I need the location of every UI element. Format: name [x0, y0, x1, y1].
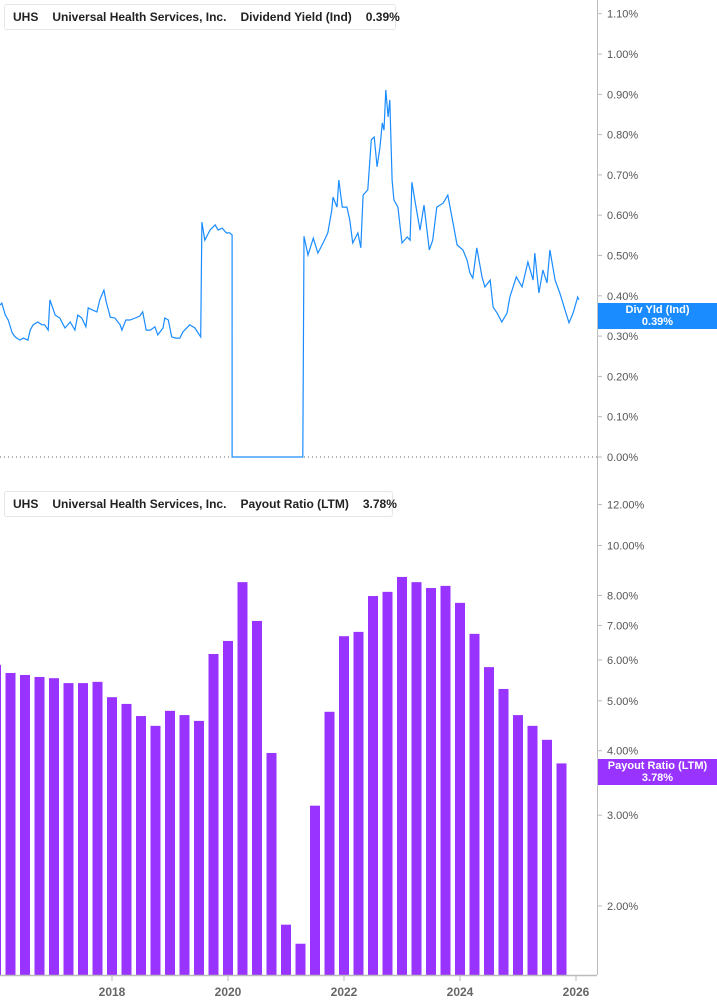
- bottom-legend: UHS Universal Health Services, Inc. Payo…: [4, 491, 397, 517]
- payout-ratio-bar: [484, 667, 494, 975]
- payout-ratio-bar: [237, 582, 248, 975]
- y-tick-label: 0.20%: [607, 371, 638, 383]
- payout-ratio-bar: [426, 588, 436, 975]
- y-tick-label: 1.10%: [607, 9, 638, 21]
- payout-ratio-bar: [107, 697, 117, 975]
- payout-ratio-bar: [513, 715, 523, 975]
- badge-label: Div Yld (Ind): [625, 304, 690, 316]
- x-tick-label: 2022: [331, 985, 358, 999]
- badge-value: 0.39%: [641, 316, 674, 328]
- y-tick-label: 8.00%: [607, 590, 638, 602]
- x-tick-label: 2026: [563, 985, 590, 999]
- payout-ratio-bar: [252, 620, 262, 975]
- dividend-yield-value-badge: Div Yld (Ind) 0.39%: [598, 303, 717, 329]
- top-y-axis-ticks: 1.10% 1.00% 0.90% 0.80% 0.70% 0.60% 0.50% 0.40%…: [597, 9, 638, 464]
- x-axis-ticks: 2018 2020 2022 2024 2026: [99, 975, 590, 999]
- payout-ratio-bar: [295, 943, 306, 975]
- top-legend: UHS Universal Health Services, Inc. Divi…: [4, 4, 400, 30]
- payout-ratio-bars: [0, 576, 567, 975]
- legend-company: Universal Health Services, Inc.: [52, 497, 227, 511]
- payout-ratio-bar: [194, 720, 204, 975]
- payout-ratio-bar: [20, 674, 30, 975]
- payout-ratio-bar: [0, 664, 1, 975]
- payout-ratio-bar: [266, 752, 277, 975]
- payout-ratio-value-badge: Payout Ratio (LTM) 3.78%: [598, 759, 717, 785]
- payout-ratio-bar: [208, 654, 219, 975]
- y-tick-label: 0.80%: [607, 130, 638, 142]
- y-tick-label: 1.00%: [607, 49, 638, 61]
- payout-ratio-bar: [121, 703, 132, 975]
- y-tick-label: 0.40%: [607, 291, 638, 303]
- payout-ratio-bar: [281, 924, 291, 975]
- y-tick-label: 6.00%: [607, 655, 638, 667]
- payout-ratio-bar: [150, 725, 161, 975]
- legend-company: Universal Health Services, Inc.: [52, 10, 227, 24]
- dividend-yield-line: [0, 89, 580, 458]
- y-tick-label: 0.60%: [607, 210, 638, 222]
- y-tick-label: 12.00%: [607, 500, 645, 512]
- payout-ratio-bar: [455, 602, 465, 975]
- y-tick-label: 7.00%: [607, 620, 638, 632]
- y-tick-label: 0.50%: [607, 251, 638, 263]
- y-tick-label: 2.00%: [607, 901, 638, 913]
- payout-ratio-bar: [310, 805, 320, 975]
- legend-metric: Dividend Yield (Ind): [240, 10, 352, 24]
- legend-value: 3.78%: [362, 497, 397, 511]
- y-tick-label: 4.00%: [607, 746, 638, 758]
- payout-ratio-bar: [63, 683, 74, 975]
- payout-ratio-bar: [382, 591, 393, 975]
- y-tick-label: 5.00%: [607, 696, 638, 708]
- payout-ratio-bar: [411, 582, 422, 975]
- payout-ratio-bar: [469, 633, 480, 975]
- payout-ratio-bar: [368, 596, 378, 975]
- y-tick-label: 0.10%: [607, 412, 638, 424]
- payout-ratio-bar: [397, 576, 407, 975]
- legend-ticker: UHS: [13, 10, 39, 24]
- y-tick-label: 0.70%: [607, 170, 638, 182]
- payout-ratio-bar: [78, 683, 88, 975]
- y-tick-label: 0.90%: [607, 89, 638, 101]
- payout-ratio-bar: [179, 715, 190, 975]
- payout-ratio-bar: [353, 631, 364, 975]
- payout-ratio-bar: [165, 710, 175, 975]
- payout-ratio-bar: [440, 585, 451, 975]
- x-tick-label: 2020: [215, 985, 242, 999]
- payout-ratio-bar: [556, 763, 567, 975]
- payout-ratio-bar: [34, 676, 45, 975]
- badge-value: 3.78%: [641, 772, 674, 784]
- x-tick-label: 2018: [99, 985, 126, 999]
- legend-ticker: UHS: [13, 497, 39, 511]
- payout-ratio-bar: [223, 640, 233, 975]
- legend-metric: Payout Ratio (LTM): [240, 497, 349, 511]
- y-tick-label: 0.00%: [607, 452, 638, 464]
- payout-ratio-bar: [136, 716, 146, 975]
- payout-ratio-bar: [542, 739, 552, 975]
- badge-label: Payout Ratio (LTM): [607, 760, 708, 772]
- legend-value: 0.39%: [365, 10, 400, 24]
- payout-ratio-bar: [5, 672, 16, 975]
- payout-ratio-bar: [324, 711, 335, 975]
- y-tick-label: 0.30%: [607, 331, 638, 343]
- payout-ratio-bar: [339, 636, 349, 975]
- x-tick-label: 2024: [447, 985, 474, 999]
- payout-ratio-bar: [527, 725, 538, 975]
- y-tick-label: 10.00%: [607, 540, 645, 552]
- bottom-y-axis-ticks: 12.00% 10.00% 8.00% 7.00% 6.00% 5.00% 4.00% 3.0…: [597, 500, 645, 913]
- payout-ratio-bar: [49, 678, 59, 975]
- payout-ratio-bar: [92, 681, 103, 975]
- y-tick-label: 3.00%: [607, 810, 638, 822]
- payout-ratio-bar: [498, 688, 509, 975]
